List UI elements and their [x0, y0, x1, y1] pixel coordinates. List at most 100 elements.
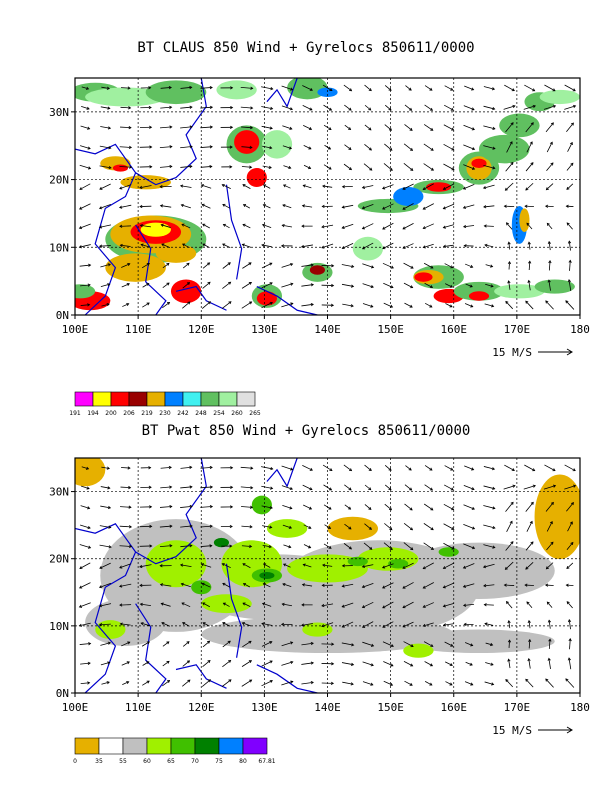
wind-arrow [526, 141, 533, 153]
wind-arrow [162, 263, 170, 269]
wind-arrow [301, 244, 313, 248]
wind-arrow-head [349, 88, 353, 92]
wind-arrow [384, 484, 392, 491]
lat-tick-label: 20N [49, 553, 69, 566]
wind-arrow [301, 623, 313, 626]
wind-arrow-head [510, 122, 514, 126]
wind-arrow-head [361, 585, 365, 589]
wind-arrow-head [168, 465, 172, 470]
wind-arrow-head [230, 105, 234, 110]
wind-arrow [528, 261, 531, 271]
wind-arrow [423, 622, 434, 627]
wind-arrow-head [462, 186, 467, 190]
wind-arrow-head [471, 147, 476, 151]
wind-arrow-head [139, 185, 143, 189]
wind-arrow-head [227, 262, 231, 266]
wind-arrow [524, 84, 535, 92]
wind-arrow [546, 162, 554, 172]
wind-arrow [382, 601, 394, 609]
legend-label: 254 [213, 410, 225, 417]
wind-arrow [505, 561, 514, 570]
wind-arrow-head [471, 107, 475, 111]
wind-arrow [181, 583, 191, 588]
coast-segment [175, 285, 227, 311]
wind-arrow-head [229, 544, 233, 548]
shaded-region [317, 87, 338, 97]
wind-arrow-head [127, 641, 131, 645]
wind-arrow [80, 682, 90, 685]
wind-arrow [121, 641, 130, 647]
wind-arrow [100, 106, 110, 109]
wind-arrow [160, 584, 172, 587]
wind-arrow [222, 640, 231, 648]
wind-arrow-head [409, 304, 413, 308]
lon-tick-label: 150E [377, 323, 404, 336]
wind-arrow [508, 659, 511, 669]
wind-arrow [402, 203, 414, 210]
wind-arrow [528, 658, 531, 669]
wind-arrow [81, 106, 90, 110]
wind-arrow-head [282, 184, 287, 188]
wind-arrow [222, 281, 231, 289]
shaded-region [246, 168, 267, 188]
wind-arrow-head [321, 624, 325, 628]
wind-arrow [241, 166, 252, 168]
wind-arrow-head [390, 285, 394, 289]
wind-arrow-head [159, 583, 164, 587]
wind-arrow-head [565, 583, 569, 587]
wind-arrow [483, 145, 496, 150]
wind-arrow-head [369, 167, 373, 171]
lon-tick-label: 170E [504, 323, 531, 336]
wind-arrow-head [230, 505, 234, 509]
wind-arrow [261, 680, 273, 687]
wind-arrow-head [289, 486, 293, 491]
wind-arrow [528, 242, 531, 250]
wind-arrow-head [422, 604, 426, 608]
wind-arrow [545, 678, 554, 688]
wind-arrow-head [492, 146, 496, 150]
wind-arrow [363, 163, 373, 171]
wind-arrow [142, 283, 149, 288]
wind-arrow-head [525, 566, 529, 570]
wind-arrow [79, 264, 91, 267]
wind-arrow [384, 104, 392, 111]
wind-arrow-head [181, 602, 185, 606]
wind-arrow [282, 583, 292, 588]
wind-arrow-head [202, 243, 206, 247]
wind-arrow [463, 603, 475, 606]
coast-segment [266, 78, 298, 108]
wind-arrow-head [510, 161, 514, 166]
lon-tick-label: 140E [314, 323, 341, 336]
wind-arrow [241, 126, 253, 129]
wind-arrow [159, 126, 172, 129]
wind-arrow-head [370, 304, 374, 308]
wind-arrow-head [402, 585, 406, 589]
wind-arrow-head [368, 147, 372, 151]
legend-label: 230 [159, 410, 171, 417]
wind-arrow [544, 84, 556, 92]
wind-arrow-head [327, 146, 332, 150]
wind-arrow-head [532, 484, 536, 488]
wind-arrow [566, 542, 574, 550]
wind-arrow [382, 262, 394, 269]
wind-arrow-head [230, 125, 234, 129]
wind-arrow [301, 303, 314, 307]
wind-arrow-head [310, 641, 314, 646]
legend-label: 55 [119, 758, 127, 765]
wind-arrow-head [107, 283, 111, 287]
wind-arrow [119, 545, 132, 547]
wind-arrow-head [169, 524, 173, 528]
coast-segment [75, 523, 137, 693]
wind-arrow-head [290, 660, 294, 664]
wind-arrow-head [268, 544, 272, 549]
wind-arrow [80, 284, 91, 287]
wind-arrow [546, 183, 554, 191]
wind-arrow-head [449, 284, 453, 288]
wind-arrow-head [249, 505, 254, 509]
wind-arrow [341, 264, 354, 268]
wind-arrow [261, 262, 273, 269]
wind-arrow [121, 661, 130, 666]
legend-swatch [218, 391, 238, 407]
wind-arrow-head [570, 162, 574, 166]
wind-arrow-head [348, 487, 352, 491]
